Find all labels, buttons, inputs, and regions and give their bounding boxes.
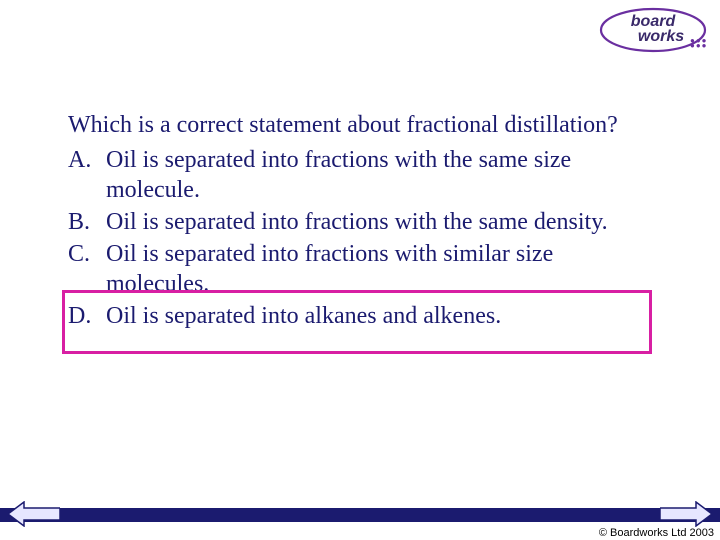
option-text: Oil is separated into alkanes and alkene…: [106, 301, 654, 331]
boardworks-logo: board works ●●● ●●●: [598, 6, 708, 54]
option-letter: A.: [68, 145, 106, 205]
slide-content: Which is a correct statement about fract…: [68, 110, 658, 332]
option-letter: D.: [68, 301, 106, 331]
question-text: Which is a correct statement about fract…: [68, 110, 658, 140]
option-text: Oil is separated into fractions with the…: [106, 207, 654, 237]
option-text: Oil is separated into fractions with sim…: [106, 239, 654, 299]
option-letter: C.: [68, 239, 106, 299]
svg-text:●●●: ●●●: [690, 41, 708, 50]
option-b[interactable]: B. Oil is separated into fractions with …: [68, 206, 658, 238]
option-text: Oil is separated into fractions with the…: [106, 145, 654, 205]
arrow-right-icon: [660, 501, 712, 527]
svg-text:works: works: [638, 28, 684, 45]
option-a[interactable]: A. Oil is separated into fractions with …: [68, 144, 658, 206]
footer-bar: [0, 508, 720, 522]
option-letter: B.: [68, 207, 106, 237]
options-list: A. Oil is separated into fractions with …: [68, 144, 658, 332]
option-d[interactable]: D. Oil is separated into alkanes and alk…: [68, 300, 658, 332]
option-c[interactable]: C. Oil is separated into fractions with …: [68, 238, 658, 300]
arrow-left-icon: [8, 501, 60, 527]
copyright-text: © Boardworks Ltd 2003: [599, 527, 714, 539]
next-button[interactable]: [660, 501, 712, 527]
prev-button[interactable]: [8, 501, 60, 527]
